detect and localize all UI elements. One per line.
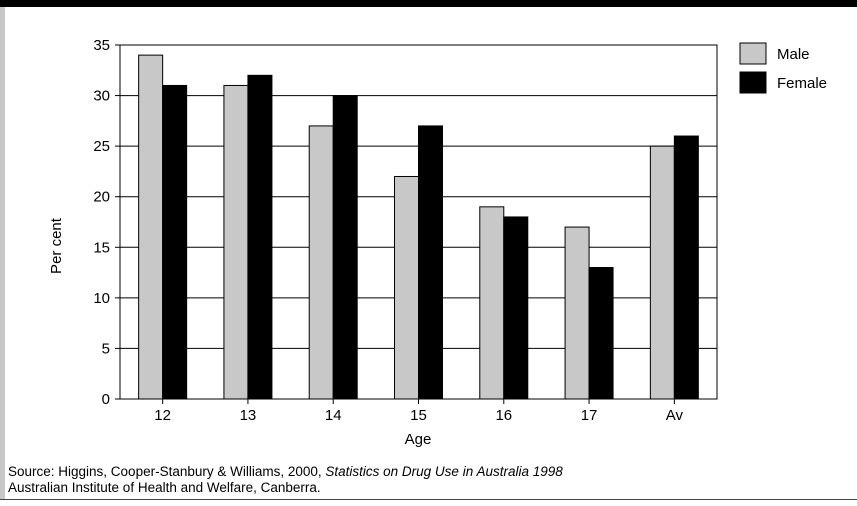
y-tick-label: 15 bbox=[93, 239, 110, 256]
bar-female-15 bbox=[418, 125, 443, 400]
x-tick-label: 16 bbox=[495, 407, 512, 424]
bar-male-15 bbox=[394, 175, 419, 400]
y-axis-label: Per cent bbox=[48, 217, 65, 274]
legend-swatch-female bbox=[739, 71, 767, 94]
y-tick-label: 30 bbox=[93, 88, 110, 105]
y-tick-label: 10 bbox=[93, 290, 110, 307]
y-tick-label: 5 bbox=[102, 340, 110, 357]
y-tick-label: 25 bbox=[93, 138, 110, 155]
left-border-rule bbox=[0, 7, 5, 500]
bar-male-12 bbox=[138, 54, 164, 400]
bar-female-17 bbox=[588, 267, 614, 400]
x-tick-label: Av bbox=[666, 407, 684, 424]
x-tick-label: 17 bbox=[581, 407, 598, 424]
bar-male-av bbox=[649, 145, 675, 400]
x-tick-label: 14 bbox=[325, 407, 342, 424]
y-tick-label: 0 bbox=[102, 391, 110, 408]
bar-male-13 bbox=[223, 84, 249, 400]
source-prefix: Source: Higgins, Cooper-Stanbury & Willi… bbox=[8, 464, 326, 479]
bars bbox=[138, 54, 699, 400]
legend: Male Female bbox=[739, 42, 827, 94]
bar-male-14 bbox=[308, 125, 334, 400]
x-tick-label: 12 bbox=[154, 407, 171, 424]
bar-female-14 bbox=[332, 95, 358, 400]
bar-female-12 bbox=[162, 84, 188, 400]
bar-male-16 bbox=[479, 206, 505, 400]
legend-label-male: Male bbox=[777, 46, 810, 63]
top-border-bar bbox=[0, 0, 857, 7]
y-tick-label: 35 bbox=[93, 37, 110, 54]
y-tick-label: 20 bbox=[93, 189, 110, 206]
bar-female-13 bbox=[247, 74, 273, 400]
source-publisher: Australian Institute of Health and Welfa… bbox=[8, 480, 321, 495]
source-publication-title: Statistics on Drug Use in Australia 1998 bbox=[325, 464, 563, 479]
legend-label-female: Female bbox=[777, 75, 827, 92]
x-axis-label: Age bbox=[405, 431, 432, 448]
bar-female-16 bbox=[503, 216, 529, 400]
x-tick-label: 13 bbox=[240, 407, 257, 424]
bar-female-av bbox=[673, 135, 699, 400]
source-citation: Source: Higgins, Cooper-Stanbury & Willi… bbox=[8, 464, 563, 480]
x-tick-label: 15 bbox=[410, 407, 427, 424]
legend-swatch-male bbox=[739, 42, 767, 65]
bottom-border-rule bbox=[0, 499, 857, 500]
bar-male-17 bbox=[564, 226, 590, 400]
axes: 0 5 10 15 20 25 30 35 12 13 14 15 16 17 Av bbox=[93, 37, 718, 424]
